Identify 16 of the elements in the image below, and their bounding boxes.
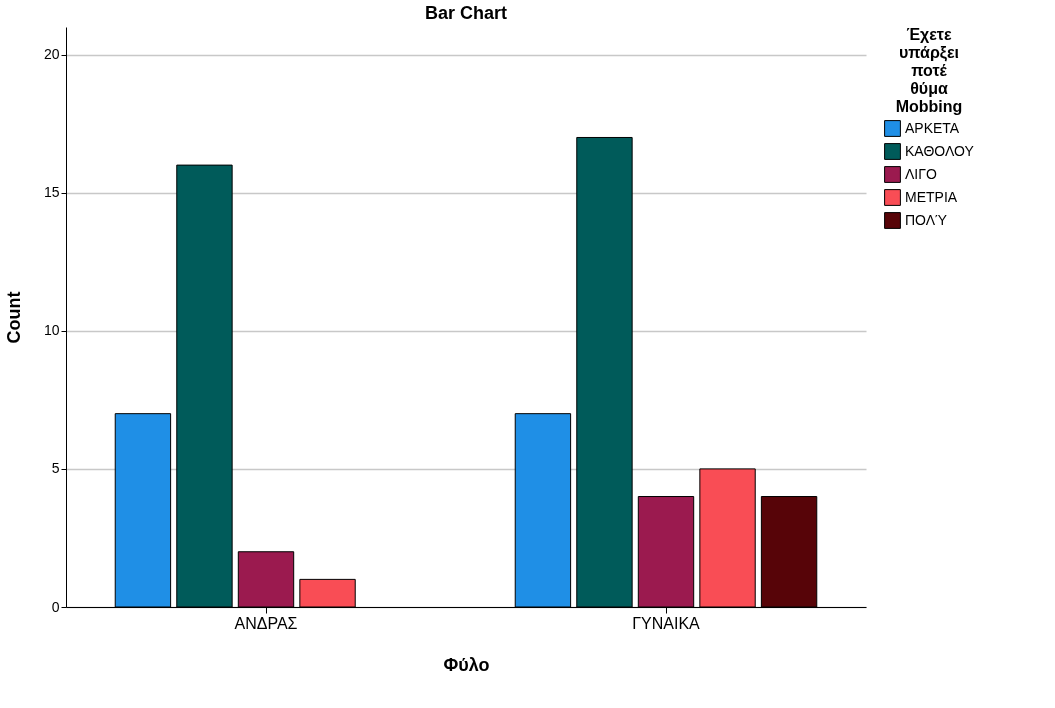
x-tick-label: ΑΝΔΡΑΣ <box>234 614 298 632</box>
y-axis-title: Count <box>3 291 24 344</box>
y-tick-label: 5 <box>51 460 60 477</box>
legend-label: ΛΙΓΟ <box>905 165 937 182</box>
y-tick-label: 10 <box>43 322 60 339</box>
legend-title: Έχετε υπάρξει ποτέ θύμα Mobbing <box>895 26 963 115</box>
legend-label: ΠΟΛΎ <box>905 211 948 228</box>
y-tick-label: 0 <box>51 598 60 615</box>
x-axis-title: Φύλο <box>443 654 490 675</box>
y-tick-label: 20 <box>43 46 60 63</box>
x-tick-label: ΓΥΝΑΙΚΑ <box>632 614 701 632</box>
legend-label: ΚΑΘΟΛΟΥ <box>905 142 975 159</box>
chart-title: Bar Chart <box>424 3 508 23</box>
y-tick-label: 15 <box>43 184 60 201</box>
legend-label: ΑΡΚΕΤΑ <box>905 119 960 136</box>
legend-label: ΜΕΤΡΙΑ <box>905 188 958 205</box>
